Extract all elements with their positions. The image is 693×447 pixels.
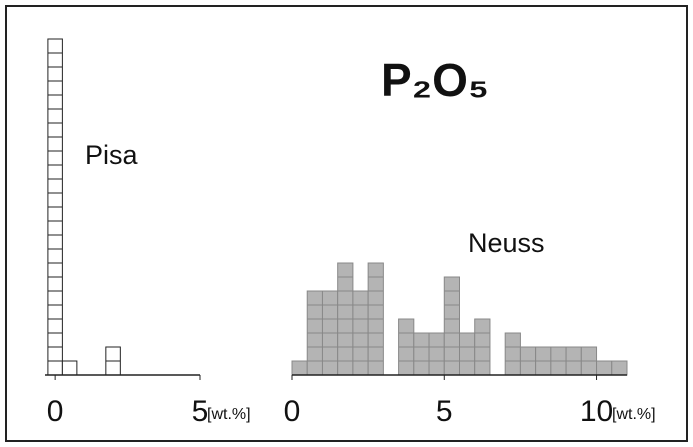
frame [5,5,688,442]
bar [443,276,461,376]
x-axis-label: [wt.%] [612,406,656,423]
bar [413,332,430,376]
x-tick-label: 5 [436,395,453,428]
bar [459,332,476,376]
bar [291,360,308,376]
bar [596,360,613,376]
x-tick-label: 0 [284,395,301,428]
bar [428,332,445,376]
x-axis-label: [wt.%] [207,406,251,423]
x-tick-label: 5 [192,395,209,428]
bar [61,360,78,376]
bar [611,360,628,376]
x-tick-label: 0 [47,395,64,428]
bar [504,332,521,376]
panel-label: Neuss [468,228,545,258]
chart-title: P₂O₅ [381,54,489,106]
panel-label: Pisa [85,140,139,170]
x-tick-label: 10 [580,395,613,428]
